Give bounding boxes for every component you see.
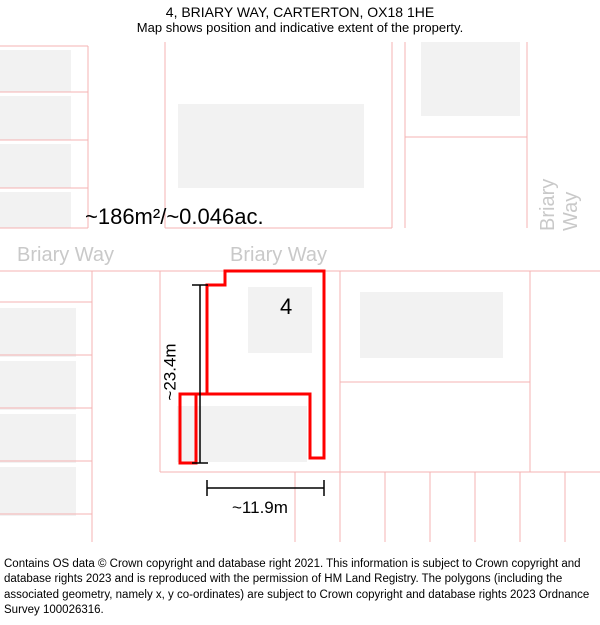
- page-subtitle: Map shows position and indicative extent…: [0, 20, 600, 35]
- header: 4, BRIARY WAY, CARTERTON, OX18 1HE Map s…: [0, 0, 600, 35]
- map-svg: [0, 42, 600, 542]
- page-title: 4, BRIARY WAY, CARTERTON, OX18 1HE: [0, 4, 600, 20]
- road-label-briary-way-side: Briary Way: [537, 151, 583, 231]
- height-dimension: ~23.4m: [161, 343, 181, 400]
- road-label-briary-way-2: Briary Way: [230, 244, 327, 267]
- copyright-footer: Contains OS data © Crown copyright and d…: [4, 557, 596, 619]
- property-map: ~186m²/~0.046ac. Briary Way Briary Way B…: [0, 42, 600, 542]
- property-number: 4: [280, 294, 292, 320]
- width-dimension: ~11.9m: [232, 498, 288, 518]
- area-measurement: ~186m²/~0.046ac.: [85, 204, 264, 230]
- road-label-briary-way-1: Briary Way: [17, 244, 114, 267]
